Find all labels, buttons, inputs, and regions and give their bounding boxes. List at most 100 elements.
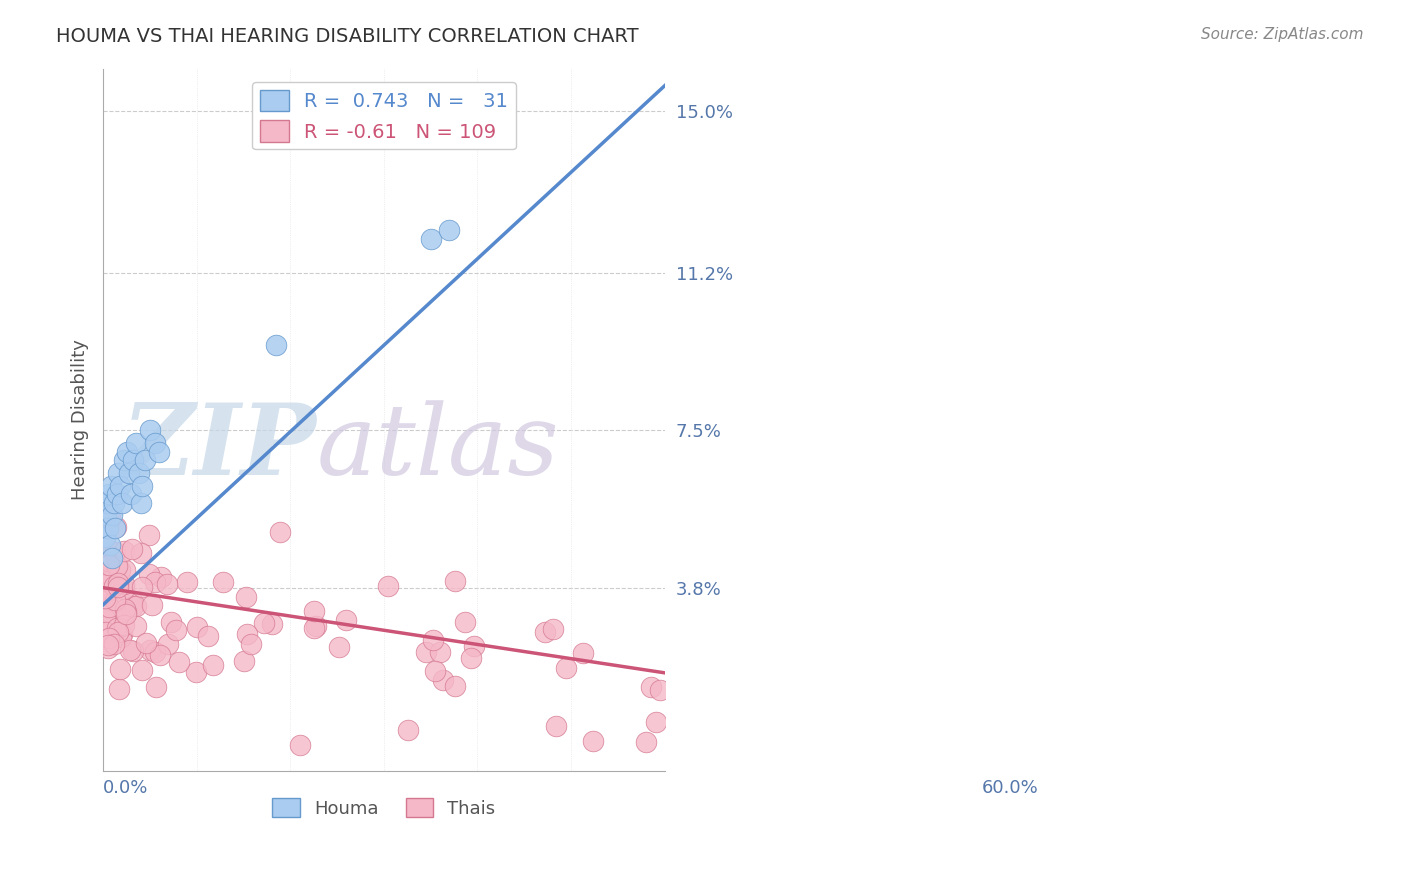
Point: [108, 681, 131, 696]
Point: [145, 680, 167, 694]
Point: [212, 574, 235, 589]
Point: [288, 738, 311, 752]
Point: [105, 520, 128, 534]
Point: [138, 528, 160, 542]
Point: [454, 615, 477, 629]
Point: [94, 539, 117, 553]
Point: [546, 719, 568, 733]
Point: [125, 619, 148, 633]
Point: [233, 654, 256, 668]
Point: [269, 524, 291, 539]
Text: ZIP: ZIP: [121, 400, 316, 496]
Point: [105, 487, 128, 501]
Point: [107, 576, 129, 591]
Legend: Houma, Thais: Houma, Thais: [266, 790, 502, 825]
Point: [98, 510, 121, 524]
Point: [98, 600, 121, 615]
Point: [112, 453, 135, 467]
Point: [104, 593, 127, 607]
Point: [121, 599, 143, 614]
Point: [149, 648, 172, 663]
Point: [240, 637, 263, 651]
Point: [125, 599, 148, 613]
Point: [186, 620, 208, 634]
Point: [139, 423, 162, 437]
Point: [94, 508, 117, 523]
Point: [377, 579, 399, 593]
Point: [135, 636, 157, 650]
Point: [167, 655, 190, 669]
Point: [444, 679, 467, 693]
Point: [422, 633, 444, 648]
Point: [103, 545, 125, 559]
Point: [176, 574, 198, 589]
Point: [112, 582, 135, 596]
Point: [100, 550, 122, 565]
Point: [143, 436, 166, 450]
Point: [103, 610, 125, 624]
Y-axis label: Hearing Disability: Hearing Disability: [72, 339, 89, 500]
Point: [111, 627, 134, 641]
Point: [148, 444, 170, 458]
Point: [115, 444, 138, 458]
Point: [114, 563, 136, 577]
Point: [328, 640, 350, 654]
Point: [94, 612, 117, 626]
Point: [108, 478, 131, 492]
Point: [108, 563, 131, 577]
Point: [104, 521, 127, 535]
Point: [97, 641, 120, 656]
Point: [134, 453, 156, 467]
Point: [139, 643, 162, 657]
Point: [432, 673, 454, 688]
Point: [555, 661, 578, 675]
Point: [121, 594, 143, 608]
Point: [93, 586, 115, 600]
Point: [104, 566, 127, 581]
Point: [335, 613, 357, 627]
Point: [253, 615, 276, 630]
Point: [640, 681, 662, 695]
Point: [419, 232, 441, 246]
Point: [121, 541, 143, 556]
Point: [128, 466, 150, 480]
Point: [96, 495, 118, 509]
Point: [98, 538, 121, 552]
Point: [105, 621, 128, 635]
Point: [131, 580, 153, 594]
Text: HOUMA VS THAI HEARING DISABILITY CORRELATION CHART: HOUMA VS THAI HEARING DISABILITY CORRELA…: [56, 27, 638, 45]
Point: [156, 637, 179, 651]
Point: [160, 615, 183, 630]
Point: [572, 646, 595, 660]
Point: [439, 223, 461, 237]
Point: [111, 495, 134, 509]
Point: [264, 338, 287, 352]
Point: [463, 640, 485, 654]
Point: [98, 631, 121, 645]
Point: [304, 604, 326, 618]
Point: [112, 577, 135, 591]
Point: [541, 622, 564, 636]
Point: [129, 495, 152, 509]
Point: [125, 436, 148, 450]
Point: [444, 574, 467, 588]
Point: [107, 624, 129, 639]
Point: [97, 521, 120, 535]
Text: Source: ZipAtlas.com: Source: ZipAtlas.com: [1201, 27, 1364, 42]
Point: [460, 651, 482, 665]
Point: [107, 580, 129, 594]
Point: [143, 644, 166, 658]
Point: [97, 638, 120, 652]
Point: [634, 735, 657, 749]
Point: [94, 577, 117, 591]
Point: [103, 637, 125, 651]
Point: [582, 733, 605, 747]
Point: [120, 487, 142, 501]
Point: [429, 645, 451, 659]
Point: [186, 665, 208, 679]
Point: [103, 495, 125, 509]
Point: [197, 629, 219, 643]
Point: [94, 591, 117, 605]
Point: [101, 508, 124, 523]
Point: [118, 643, 141, 657]
